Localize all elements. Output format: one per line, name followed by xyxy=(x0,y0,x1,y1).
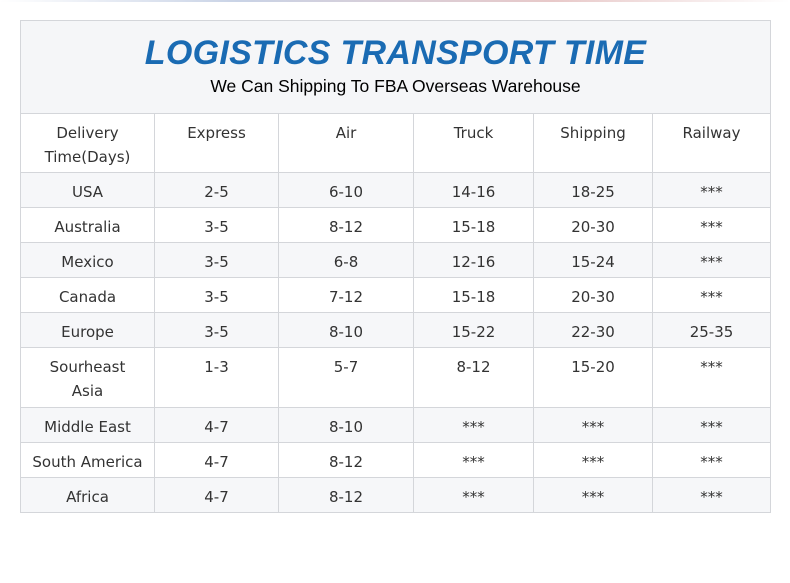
table-row: Middle East 4-7 8-10 *** *** *** xyxy=(20,407,772,443)
row-header: Canada xyxy=(20,277,155,313)
row-header: USA xyxy=(20,172,155,208)
cell: 12-16 xyxy=(413,242,534,278)
table-row: USA 2-5 6-10 14-16 18-25 *** xyxy=(20,172,772,208)
cell: *** xyxy=(651,207,772,243)
top-accent xyxy=(0,0,790,2)
cell: 20-30 xyxy=(533,277,653,313)
cell: 8-12 xyxy=(413,347,534,408)
cell: 2-5 xyxy=(154,172,279,208)
cell: 15-24 xyxy=(533,242,653,278)
row-header: Mexico xyxy=(20,242,155,278)
cell: 3-5 xyxy=(154,277,279,313)
cell: 6-8 xyxy=(278,242,414,278)
cell: *** xyxy=(533,442,653,478)
column-header: Express xyxy=(154,113,279,173)
cell: *** xyxy=(651,442,772,478)
cell: 4-7 xyxy=(154,477,279,513)
cell: *** xyxy=(533,407,653,443)
row-header: Middle East xyxy=(20,407,155,443)
column-header: Air xyxy=(278,113,414,173)
cell: 8-12 xyxy=(278,442,414,478)
column-header: Delivery Time(Days) xyxy=(20,113,155,173)
cell: *** xyxy=(413,442,534,478)
table-row: South America 4-7 8-12 *** *** *** xyxy=(20,442,772,478)
table-body: LOGISTICS TRANSPORT TIME We Can Shipping… xyxy=(19,20,772,513)
cell: 3-5 xyxy=(154,242,279,278)
cell: 8-12 xyxy=(278,207,414,243)
title: LOGISTICS TRANSPORT TIME xyxy=(144,34,647,72)
subtitle: We Can Shipping To FBA Overseas Warehous… xyxy=(210,76,581,96)
title-cell: LOGISTICS TRANSPORT TIME We Can Shipping… xyxy=(19,20,772,114)
transport-table: LOGISTICS TRANSPORT TIME We Can Shipping… xyxy=(19,20,772,513)
table-row: Africa 4-7 8-12 *** *** *** xyxy=(20,477,772,513)
row-header: Africa xyxy=(20,477,155,513)
cell: *** xyxy=(651,407,772,443)
cell: 8-10 xyxy=(278,312,414,348)
cell: *** xyxy=(651,277,772,313)
table-row: Canada 3-5 7-12 15-18 20-30 *** xyxy=(20,277,772,313)
cell: 20-30 xyxy=(533,207,653,243)
table-row: Mexico 3-5 6-8 12-16 15-24 *** xyxy=(20,242,772,278)
row-header: Europe xyxy=(20,312,155,348)
cell: 8-10 xyxy=(278,407,414,443)
column-header: Shipping xyxy=(533,113,653,173)
cell: 22-30 xyxy=(533,312,653,348)
table-row: Europe 3-5 8-10 15-22 22-30 25-35 xyxy=(20,312,772,348)
cell: 4-7 xyxy=(154,407,279,443)
header-row: Delivery Time(Days) Express Air Truck Shippi… xyxy=(20,113,772,173)
table-row: Sourheast Asia 1-3 5-7 8-12 15-20 *** xyxy=(20,347,772,408)
row-header: Sourheast Asia xyxy=(20,347,155,408)
cell: *** xyxy=(413,477,534,513)
cell: *** xyxy=(651,172,772,208)
cell: 6-10 xyxy=(278,172,414,208)
table-row: Australia 3-5 8-12 15-18 20-30 *** xyxy=(20,207,772,243)
cell: 3-5 xyxy=(154,207,279,243)
cell: 4-7 xyxy=(154,442,279,478)
cell: 7-12 xyxy=(278,277,414,313)
cell: *** xyxy=(533,477,653,513)
cell: *** xyxy=(651,242,772,278)
row-header: South America xyxy=(20,442,155,478)
row-header: Australia xyxy=(20,207,155,243)
cell: 15-22 xyxy=(413,312,534,348)
column-header: Truck xyxy=(413,113,534,173)
cell: 15-18 xyxy=(413,277,534,313)
cell: 18-25 xyxy=(533,172,653,208)
cell: 25-35 xyxy=(651,312,772,348)
cell: *** xyxy=(413,407,534,443)
cell: 3-5 xyxy=(154,312,279,348)
cell: 15-18 xyxy=(413,207,534,243)
column-header: Railway xyxy=(651,113,772,173)
cell: *** xyxy=(651,477,772,513)
cell: 1-3 xyxy=(154,347,279,408)
cell: 5-7 xyxy=(278,347,414,408)
title-row: LOGISTICS TRANSPORT TIME We Can Shipping… xyxy=(19,20,772,114)
cell: 14-16 xyxy=(413,172,534,208)
cell: 8-12 xyxy=(278,477,414,513)
cell: *** xyxy=(651,347,772,408)
cell: 15-20 xyxy=(533,347,653,408)
